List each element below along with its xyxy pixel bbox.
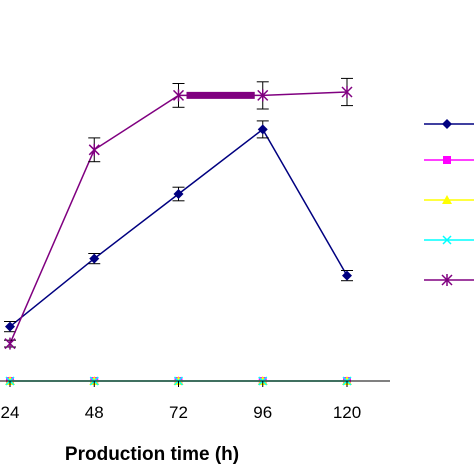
series-5-point-2 bbox=[88, 143, 100, 156]
series-5-point-3 bbox=[172, 89, 185, 102]
legend bbox=[424, 119, 474, 286]
legend-item-4 bbox=[424, 235, 474, 245]
series-1-point-2 bbox=[89, 253, 100, 264]
series-1-point-3 bbox=[173, 189, 184, 199]
legend-marker-5 bbox=[441, 274, 453, 286]
x-tick-label-4: 96 bbox=[253, 403, 272, 422]
x-tick-label-2: 48 bbox=[85, 403, 104, 422]
legend-marker-4 bbox=[442, 235, 452, 245]
series-1-point-4 bbox=[257, 124, 268, 135]
series-5-line bbox=[9, 91, 348, 344]
x-axis-ticks: 24 48 72 96 120 bbox=[1, 381, 361, 422]
x-tick-label-1: 24 bbox=[1, 403, 20, 422]
legend-item-1 bbox=[424, 119, 474, 129]
legend-marker-2 bbox=[443, 156, 451, 164]
legend-marker-4-stroke-2 bbox=[442, 235, 452, 245]
x-axis-title: Production time (h) bbox=[65, 444, 239, 465]
series-1-point-1 bbox=[5, 321, 15, 332]
legend-item-2 bbox=[424, 156, 474, 164]
plot-area bbox=[4, 77, 353, 386]
x-tick-label-5: 120 bbox=[333, 403, 361, 422]
series-1-point-5 bbox=[342, 270, 352, 281]
series-5-point-4 bbox=[257, 89, 269, 102]
series-5-point-1 bbox=[4, 337, 16, 350]
legend-marker-3 bbox=[442, 195, 452, 204]
legend-marker-1 bbox=[442, 119, 452, 129]
legend-item-3 bbox=[424, 195, 474, 204]
x-tick-label-3: 72 bbox=[169, 403, 188, 422]
series-5-point-5 bbox=[341, 86, 353, 98]
legend-item-5 bbox=[424, 274, 474, 286]
